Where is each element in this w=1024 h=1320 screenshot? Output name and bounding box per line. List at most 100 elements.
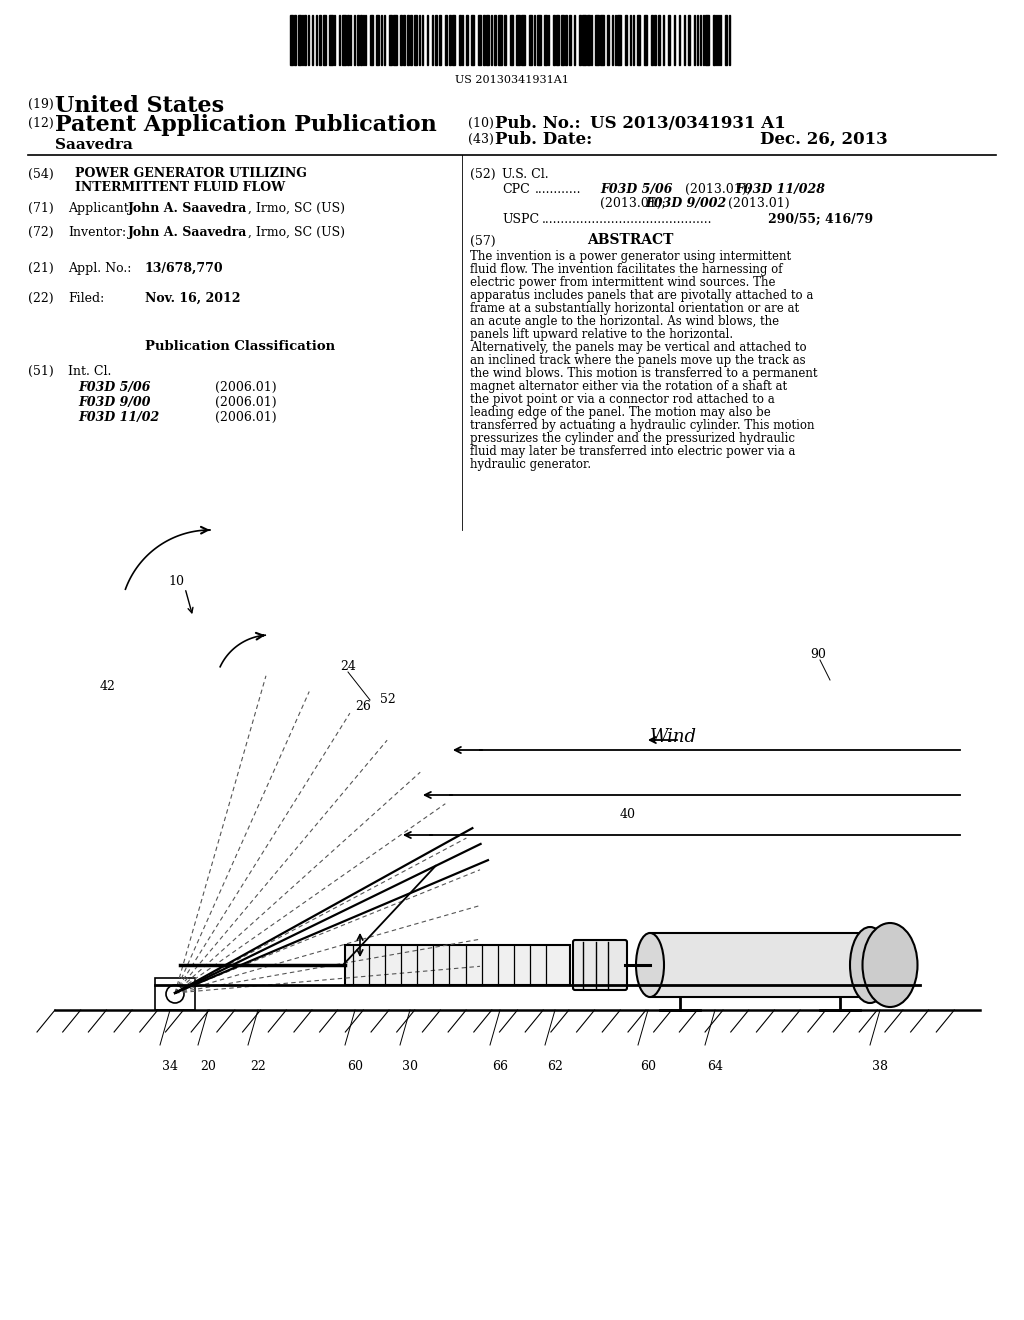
Text: an acute angle to the horizontal. As wind blows, the: an acute angle to the horizontal. As win… [470,315,779,327]
Text: John A. Saavedra: John A. Saavedra [128,226,248,239]
Text: the wind blows. This motion is transferred to a permanent: the wind blows. This motion is transferr… [470,367,817,380]
Bar [582,15,586,65]
Text: 60: 60 [640,1060,656,1073]
Text: fluid may later be transferred into electric power via a: fluid may later be transferred into elec… [470,445,796,458]
Text: leading edge of the panel. The motion may also be: leading edge of the panel. The motion ma… [470,407,771,418]
Bar [376,15,379,65]
Text: Publication Classification: Publication Classification [145,341,335,352]
Ellipse shape [862,923,918,1007]
Text: Nov. 16, 2012: Nov. 16, 2012 [145,292,241,305]
Text: 52: 52 [380,693,395,706]
Bar [342,15,346,65]
Bar [400,15,402,65]
Bar [600,15,604,65]
Text: hydraulic generator.: hydraulic generator. [470,458,591,471]
Text: (71): (71) [28,202,53,215]
Bar [688,15,690,65]
Text: (2013.01);: (2013.01); [600,197,666,210]
Bar [471,15,474,65]
Text: The invention is a power generator using intermittent: The invention is a power generator using… [470,249,792,263]
Bar [654,15,656,65]
Bar [478,15,481,65]
Bar [516,15,520,65]
Text: (52): (52) [470,168,496,181]
Bar [651,15,653,65]
Text: (51): (51) [28,366,53,378]
Bar [504,15,506,65]
Bar [290,15,293,65]
Text: USPC: USPC [502,213,539,226]
Text: Inventor:: Inventor: [68,226,126,239]
Bar [403,15,406,65]
Text: 42: 42 [100,680,116,693]
Bar [494,15,496,65]
Text: magnet alternator either via the rotation of a shaft at: magnet alternator either via the rotatio… [470,380,787,393]
Text: ............: ............ [535,183,582,195]
Text: F03D 5/06: F03D 5/06 [600,183,673,195]
Bar [637,15,640,65]
Text: (22): (22) [28,292,53,305]
Bar [389,15,392,65]
Bar [452,15,455,65]
Bar [407,15,409,65]
Text: 22: 22 [250,1060,266,1073]
Text: (19): (19) [28,98,53,111]
Text: 62: 62 [547,1060,563,1073]
Text: (2006.01): (2006.01) [215,411,276,424]
Bar [537,15,541,65]
Bar [725,15,727,65]
Text: US 20130341931A1: US 20130341931A1 [455,75,569,84]
Bar [587,15,590,65]
Text: United States: United States [55,95,224,117]
Text: Pub. No.:: Pub. No.: [495,115,581,132]
Text: , Irmo, SC (US): , Irmo, SC (US) [248,226,345,239]
Text: Wind: Wind [650,729,697,746]
Text: Saavedra: Saavedra [55,139,133,152]
FancyBboxPatch shape [573,940,627,990]
Bar [544,15,547,65]
Text: F03D 11/028: F03D 11/028 [735,183,825,195]
Bar [521,15,525,65]
Bar [556,15,559,65]
Text: 64: 64 [707,1060,723,1073]
Text: Dec. 26, 2013: Dec. 26, 2013 [760,131,888,148]
Text: F03D 5/06: F03D 5/06 [78,381,151,393]
Text: US 2013/0341931 A1: US 2013/0341931 A1 [590,115,785,132]
Text: (57): (57) [470,235,496,248]
Bar [553,15,555,65]
Text: (72): (72) [28,226,53,239]
Bar [370,15,373,65]
Bar [155,978,195,1010]
Bar [435,15,437,65]
Bar [561,15,564,65]
Text: Pub. Date:: Pub. Date: [495,131,592,148]
Bar [466,15,468,65]
Bar [483,15,485,65]
Bar [579,15,581,65]
Bar [294,15,296,65]
Bar [529,15,532,65]
Bar [393,15,397,65]
Circle shape [166,985,184,1003]
Text: (43): (43) [468,133,494,147]
Bar [569,15,571,65]
Bar [449,15,451,65]
Text: , Irmo, SC (US): , Irmo, SC (US) [248,202,345,215]
Text: ............................................: ........................................… [542,213,713,226]
Text: 30: 30 [402,1060,418,1073]
Text: (54): (54) [28,168,53,181]
Text: 40: 40 [620,808,636,821]
Bar [486,15,489,65]
Bar [298,15,301,65]
FancyBboxPatch shape [345,945,570,985]
Text: John A. Saavedra: John A. Saavedra [128,202,248,215]
Text: Int. Cl.: Int. Cl. [68,366,112,378]
Text: INTERMITTENT FLUID FLOW: INTERMITTENT FLUID FLOW [75,181,285,194]
Ellipse shape [850,927,890,1003]
Text: (21): (21) [28,261,53,275]
Bar [595,15,599,65]
Bar [459,15,461,65]
Bar [304,15,306,65]
Bar [410,15,412,65]
Text: electric power from intermittent wind sources. The: electric power from intermittent wind so… [470,276,775,289]
